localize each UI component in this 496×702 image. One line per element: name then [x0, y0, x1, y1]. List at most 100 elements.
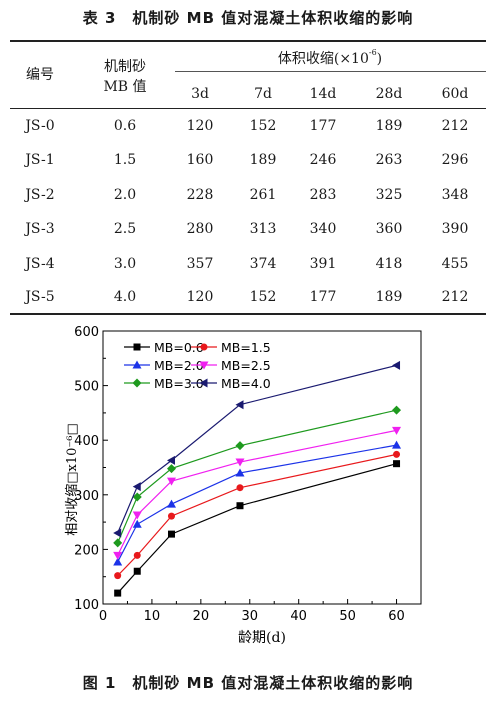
data-point	[113, 528, 122, 538]
row-value-cell: 177	[309, 289, 337, 305]
day-header: 3d	[191, 86, 209, 102]
row-value-cell: 160	[186, 152, 214, 168]
table-row: JS-1 1.5 160 189 246 263 296	[0, 152, 496, 186]
row-value-cell: 360	[375, 221, 403, 237]
x-tick-label: 40	[290, 609, 307, 624]
data-point	[133, 343, 141, 351]
y-tick-label: 500	[74, 380, 99, 395]
row-mb-cell: 2.5	[113, 221, 137, 237]
data-point	[132, 492, 142, 502]
data-point	[166, 499, 176, 508]
data-point	[132, 482, 141, 492]
x-tick-label: 50	[339, 609, 356, 624]
table-row: JS-3 2.5 280 313 340 360 390	[0, 221, 496, 255]
x-axis-label: 龄期(d)	[238, 630, 286, 646]
data-point	[392, 405, 402, 415]
data-point	[167, 512, 175, 520]
row-value-cell: 455	[441, 256, 469, 272]
data-point	[235, 441, 245, 451]
row-value-cell: 296	[441, 152, 469, 168]
row-value-cell: 120	[186, 289, 214, 305]
row-value-cell: 261	[249, 187, 277, 203]
legend-label: MB=0.6	[154, 340, 204, 355]
row-value-cell: 228	[186, 187, 214, 203]
table-top-rule	[10, 40, 486, 42]
table-bottom-rule	[10, 313, 486, 315]
data-point	[236, 502, 244, 510]
data-point	[200, 343, 208, 351]
row-value-cell: 263	[375, 152, 403, 168]
row-value-cell: 152	[249, 118, 277, 134]
data-point	[132, 511, 142, 520]
row-id-cell: JS-2	[25, 187, 55, 203]
x-tick-label: 10	[144, 609, 161, 624]
data-point	[166, 455, 175, 465]
row-value-cell: 391	[309, 256, 337, 272]
table-row: JS-2 2.0 228 261 283 325 348	[0, 187, 496, 221]
data-point	[132, 519, 142, 528]
day-header: 7d	[254, 86, 272, 102]
row-id-cell: JS-3	[25, 221, 55, 237]
series-line	[117, 409, 397, 544]
legend-label: MB=3.0	[154, 376, 204, 391]
data-point	[199, 378, 208, 388]
row-id-cell: JS-1	[25, 152, 55, 168]
data-point	[236, 484, 244, 492]
col-id-header: 编号	[26, 67, 54, 83]
data-point	[132, 378, 142, 388]
data-point	[392, 426, 402, 435]
series-line	[117, 453, 397, 577]
data-point	[235, 468, 245, 477]
row-value-cell: 313	[249, 221, 277, 237]
data-point	[166, 464, 176, 474]
series-line	[117, 444, 397, 563]
legend-label: MB=1.5	[221, 340, 271, 355]
table-row: JS-0 0.6 120 152 177 189 212	[0, 118, 496, 152]
day-header: 60d	[441, 86, 469, 102]
y-tick-label: 600	[74, 325, 99, 340]
data-point	[132, 360, 142, 369]
data-point	[392, 360, 401, 370]
x-tick-label: 0	[99, 609, 107, 624]
legend-label: MB=2.5	[221, 358, 271, 373]
data-point	[113, 551, 123, 560]
row-value-cell: 374	[249, 256, 277, 272]
data-point	[114, 589, 122, 597]
table-row: JS-4 3.0 357 374 391 418 455	[0, 256, 496, 290]
row-value-cell: 340	[309, 221, 337, 237]
x-tick-label: 60	[388, 609, 405, 624]
row-id-cell: JS-4	[25, 256, 55, 272]
data-point	[167, 530, 175, 538]
y-tick-label: 200	[74, 543, 99, 558]
data-point	[392, 440, 402, 449]
data-point	[393, 460, 401, 468]
row-value-cell: 189	[249, 152, 277, 168]
row-value-cell: 280	[186, 221, 214, 237]
row-mb-cell: 0.6	[113, 118, 137, 134]
y-axis-label: 相对收缩□x10⁻⁶□	[64, 423, 80, 536]
row-mb-cell: 1.5	[113, 152, 137, 168]
x-tick-label: 30	[241, 609, 258, 624]
data-point	[113, 538, 123, 548]
data-point	[133, 567, 141, 575]
table-row: JS-5 4.0 120 152 177 189 212	[0, 289, 496, 323]
series-line	[117, 463, 397, 594]
shrinkage-group-header: 体积收缩(×10-6)	[277, 48, 383, 67]
table-title: 表 3 机制砂 MB 值对混凝土体积收缩的影响	[82, 9, 414, 27]
data-point	[114, 572, 122, 580]
row-value-cell: 189	[375, 289, 403, 305]
row-value-cell: 189	[375, 118, 403, 134]
group-header-underline	[175, 71, 486, 72]
row-value-cell: 325	[375, 187, 403, 203]
row-id-cell: JS-0	[25, 118, 55, 134]
figure-caption: 图 1 机制砂 MB 值对混凝土体积收缩的影响	[82, 674, 414, 692]
row-value-cell: 246	[309, 152, 337, 168]
row-value-cell: 120	[186, 118, 214, 134]
legend-label: MB=4.0	[221, 376, 271, 391]
series-line	[117, 429, 397, 556]
legend-label: MB=2.0	[154, 358, 204, 373]
data-point	[113, 557, 123, 566]
row-value-cell: 212	[441, 118, 469, 134]
row-id-cell: JS-5	[25, 289, 55, 305]
